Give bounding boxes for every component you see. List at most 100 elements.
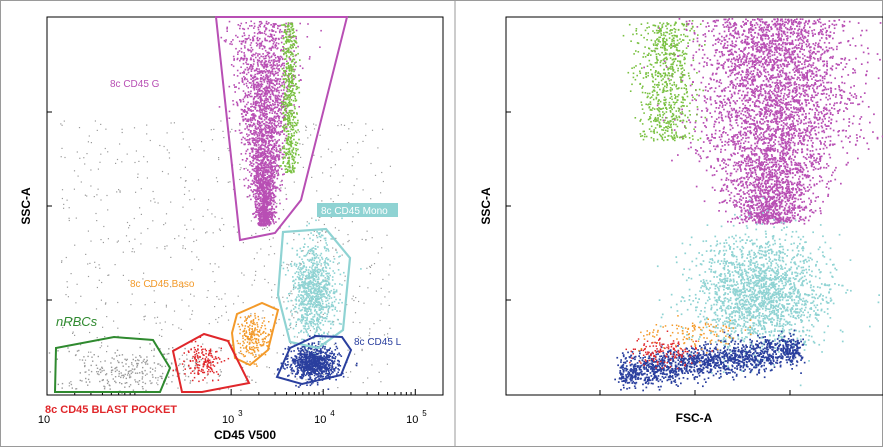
event-dot-monocyte	[313, 314, 316, 316]
event-dot-debris	[57, 350, 59, 352]
event-dot-debris	[240, 389, 242, 391]
event-dot-debris	[281, 264, 283, 267]
event-dot-granulocyte	[234, 91, 236, 93]
event-dot-granulocyte	[276, 63, 278, 65]
event-dot-granulocyte	[247, 143, 250, 146]
event-dot-granulocyte	[243, 96, 246, 99]
event-dot-monocyte	[320, 286, 323, 288]
event-dot-debris	[81, 359, 84, 361]
event-dot-granulocyte	[259, 114, 262, 116]
event-dot-eosinophil	[283, 37, 285, 39]
event-dot-granulocyte	[256, 161, 258, 164]
event-dot-granulocyte	[240, 153, 243, 155]
event-dot-granulocyte	[239, 101, 242, 103]
event-dot-debris	[188, 305, 190, 307]
event-dot-granulocyte	[262, 218, 264, 221]
event-dot-granulocyte	[270, 180, 272, 182]
event-dot-debris	[191, 251, 193, 253]
event-dot-granulocyte	[274, 96, 277, 98]
event-dot-granulocyte	[257, 28, 260, 31]
event-dot-granulocyte	[265, 219, 267, 221]
event-dot-granulocyte	[272, 212, 274, 215]
event-dot-debris	[168, 157, 171, 159]
event-dot-debris	[149, 371, 152, 373]
event-dot-eosinophil	[294, 84, 296, 87]
event-dot-granulocyte	[279, 151, 282, 154]
event-dot-granulocyte	[257, 165, 259, 167]
event-dot-debris	[340, 149, 342, 151]
event-dot-debris	[339, 293, 341, 295]
event-dot-debris	[142, 278, 144, 280]
event-dot-debris	[96, 371, 98, 373]
event-dot-monocyte	[298, 233, 300, 236]
event-dot-debris	[175, 370, 177, 372]
event-dot-debris	[307, 137, 309, 139]
event-dot-eosinophil	[285, 130, 288, 133]
event-dot-granulocyte	[274, 195, 277, 198]
event-dot-granulocyte	[256, 140, 259, 142]
event-dot-debris	[361, 349, 363, 352]
event-dot-granulocyte	[266, 158, 268, 160]
event-dot-monocyte	[316, 304, 318, 306]
event-dot-eosinophil	[290, 136, 292, 139]
event-dot-debris	[341, 254, 343, 256]
event-dot-debris	[271, 296, 273, 298]
event-dot-debris	[189, 199, 191, 201]
event-dot-monocyte	[320, 311, 323, 313]
event-dot-monocyte	[297, 266, 300, 268]
event-dot-monocyte	[308, 260, 310, 262]
event-dot-monocyte	[316, 313, 319, 315]
event-dot-granulocyte	[252, 213, 254, 215]
event-dot-debris	[182, 138, 184, 140]
event-dot-granulocyte	[240, 66, 242, 68]
event-dot-lymphocyte	[337, 368, 339, 370]
event-dot-debris	[87, 263, 89, 265]
event-dot-granulocyte	[257, 149, 260, 151]
event-dot-monocyte	[319, 291, 321, 293]
event-dot-debris	[114, 264, 116, 266]
event-dot-debris	[146, 177, 148, 179]
event-dot-granulocyte	[270, 119, 272, 121]
event-dot-monocyte	[322, 316, 324, 319]
event-dot-granulocyte	[263, 115, 265, 117]
event-dot-debris	[183, 364, 186, 366]
event-dot-monocyte	[311, 259, 313, 261]
event-dot-granulocyte	[285, 70, 288, 72]
event-dot-debris	[387, 336, 389, 338]
event-dot-debris	[108, 384, 110, 386]
event-dot-monocyte	[322, 306, 325, 309]
event-dot-granulocyte	[276, 156, 279, 158]
event-dot-granulocyte	[263, 168, 265, 170]
event-dot-debris	[100, 199, 102, 201]
event-dot-granulocyte	[260, 193, 262, 195]
event-dot-debris	[66, 281, 68, 283]
event-dot-debris	[122, 274, 124, 276]
event-dot-monocyte	[332, 292, 335, 295]
event-dot-eosinophil	[290, 51, 293, 54]
event-dot-debris	[167, 173, 169, 175]
event-dot-granulocyte	[249, 25, 251, 27]
event-dot-monocyte	[316, 291, 319, 293]
event-dot-eosinophil	[290, 115, 293, 118]
event-dot-monocyte	[322, 275, 325, 277]
event-dot-debris	[268, 229, 271, 231]
event-dot-granulocyte	[260, 74, 262, 77]
event-dot-granulocyte	[259, 126, 262, 129]
event-dot-granulocyte	[260, 187, 263, 189]
event-dot-debris	[200, 141, 203, 143]
event-dot-monocyte	[325, 303, 328, 306]
event-dot-debris	[362, 189, 364, 191]
event-dot-granulocyte	[249, 95, 252, 98]
event-dot-granulocyte	[268, 185, 270, 188]
event-dot-monocyte	[313, 262, 315, 264]
event-dot-debris	[178, 358, 181, 360]
event-dot-granulocyte	[251, 66, 253, 68]
event-dot-debris	[188, 365, 190, 368]
event-dot-eosinophil	[292, 148, 295, 151]
event-dot-monocyte	[330, 323, 332, 325]
event-dot-monocyte	[315, 312, 318, 314]
event-dot-monocyte	[333, 258, 336, 260]
event-dot-eosinophil	[292, 46, 294, 49]
event-dot-debris	[143, 319, 145, 321]
event-dot-debris	[206, 296, 208, 298]
